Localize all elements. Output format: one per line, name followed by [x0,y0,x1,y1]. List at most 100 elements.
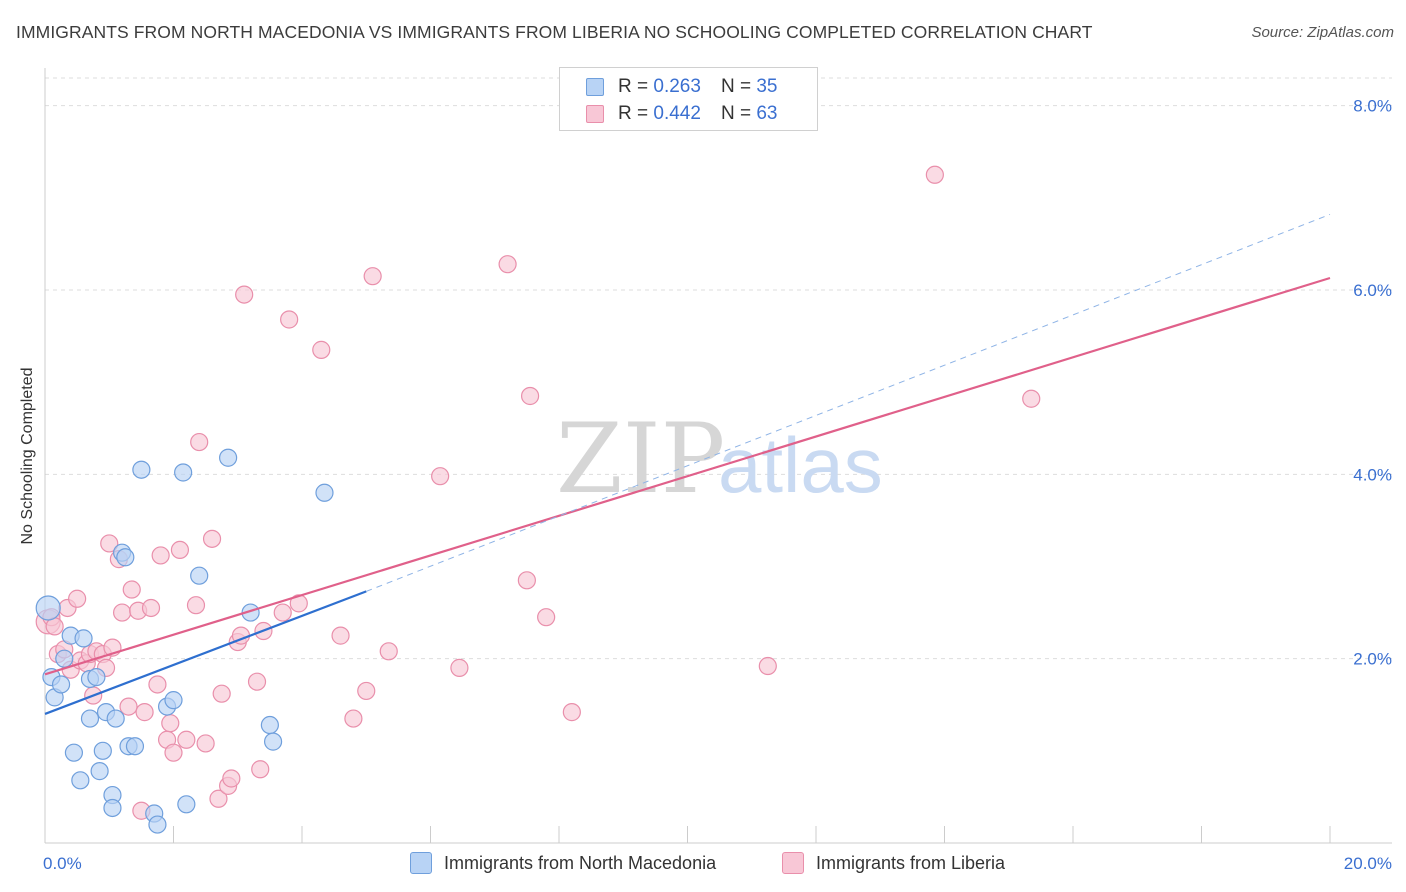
y-tick-label: 4.0% [1353,465,1392,484]
liberia-point [112,603,132,622]
liberia-point [148,675,167,694]
liberia-point [517,571,536,590]
north-macedonia-point [64,743,84,762]
north-macedonia-point [103,798,122,818]
bottom-legend-liberia: Immigrants from Liberia [782,852,1005,874]
legend-r-value: 0.263 [653,76,701,97]
liberia-point [562,703,581,722]
liberia-point [209,789,228,808]
liberia-point [247,672,267,691]
north-macedonia-point [132,460,151,479]
legend-n-label: N = [720,76,752,97]
legend-swatch-blue [586,78,604,96]
chart-title: IMMIGRANTS FROM NORTH MACEDONIA VS IMMIG… [16,22,1093,42]
bottom-legend-label: Immigrants from Liberia [816,852,1006,873]
liberia-point [273,603,292,622]
x-tick-label: 0.0% [43,854,82,873]
legend-r-label: R = [618,103,649,124]
bottom-legend-swatch-blue [410,852,432,874]
liberia-point [170,540,190,560]
liberia-point [450,658,469,677]
legend-row-north-macedonia: R = 0.263 N = 35 [586,74,777,100]
legend-swatch-pink [586,105,604,123]
liberia-trend-line [44,276,1331,676]
liberia-point [68,589,87,608]
liberia-point [289,594,308,613]
bottom-legend-label: Immigrants from North Macedonia [444,852,717,873]
north-macedonia-point [35,595,61,621]
liberia-point [498,255,517,274]
legend-n-value: 35 [756,76,778,97]
liberia-point [925,165,944,184]
liberia-point [190,432,209,452]
north-macedonia-point [55,649,74,668]
correlation-legend: R = 0.263 N = 35 R = 0.442 N = 63 [559,67,818,131]
liberia-point [758,656,777,676]
liberia-point [312,340,331,359]
north-macedonia-point [263,732,283,751]
north-macedonia-point [51,675,71,694]
north-macedonia-point [219,448,238,467]
liberia-point [344,709,363,728]
grid-lines [45,77,1392,660]
north-macedonia-point [106,709,125,728]
liberia-point [186,596,206,615]
north-macedonia-point [74,629,93,648]
north-macedonia-trend-extension [366,213,1331,592]
north-macedonia-point [260,715,279,735]
liberia-point [331,626,350,645]
liberia-point [1022,389,1041,408]
liberia-point [537,608,556,627]
north-macedonia-point [315,483,334,502]
liberia-point [119,697,138,716]
north-macedonia-point [174,463,193,482]
legend-n-label: N = [720,103,752,124]
legend-n-value: 63 [756,103,778,124]
north-macedonia-point [90,762,109,781]
y-tick-label: 6.0% [1353,281,1392,300]
liberia-point [212,684,231,703]
data-points [35,165,1041,834]
watermark: ZIP atlas [556,403,883,515]
x-tick-label: 20.0% [1344,854,1392,873]
source-label: Source: ZipAtlas.com [1251,24,1394,41]
y-tick-label: 8.0% [1353,97,1392,116]
liberia-point [161,714,180,733]
tick-labels: 2.0% 4.0% 6.0% 8.0% 0.0% 20.0% [43,97,1392,873]
liberia-point [357,681,376,701]
north-macedonia-point [190,566,209,585]
bottom-legend-north-macedonia: Immigrants from North Macedonia [410,852,716,874]
liberia-point [280,310,299,329]
north-macedonia-point [71,771,90,790]
north-macedonia-point [177,795,196,814]
north-macedonia-point [116,548,135,567]
north-macedonia-trend-line [44,590,367,715]
north-macedonia-point [93,741,112,760]
north-macedonia-point [148,815,167,834]
legend-r-value: 0.442 [653,103,701,124]
liberia-point [135,703,154,722]
north-macedonia-point [80,709,100,728]
liberia-point [164,743,183,762]
liberia-point [202,529,222,548]
bottom-legend-swatch-pink [782,852,804,874]
liberia-point [222,769,241,788]
liberia-point [151,546,170,565]
liberia-point [363,267,382,286]
liberia-point [177,730,196,749]
liberia-point [520,386,540,406]
legend-row-liberia: R = 0.442 N = 63 [586,101,777,127]
north-macedonia-point [87,667,106,687]
liberia-point [122,580,141,599]
watermark-atlas: atlas [718,421,883,509]
trend-lines [44,213,1331,715]
north-macedonia-point [164,691,183,710]
legend-r-label: R = [618,76,649,97]
liberia-point [379,642,398,661]
liberia-point [196,734,215,753]
y-tick-label: 2.0% [1353,650,1392,669]
liberia-point [251,760,270,779]
liberia-point [235,285,254,304]
watermark-zip: ZIP [556,403,725,515]
